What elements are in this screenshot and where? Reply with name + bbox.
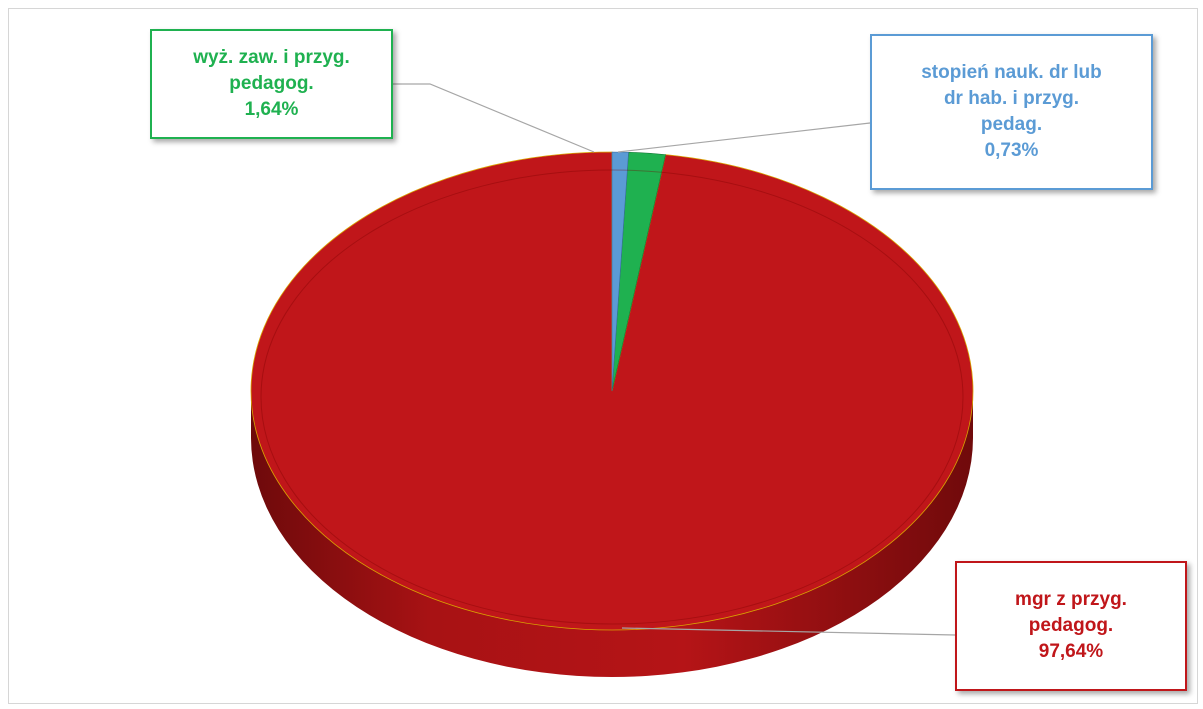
label-line: mgr z przyg. <box>1015 589 1127 610</box>
pie-depth-layer <box>251 391 973 677</box>
label-line: stopień nauk. dr lub <box>921 62 1102 83</box>
label-value: 1,64% <box>244 99 299 120</box>
label-value: 97,64% <box>1038 641 1104 662</box>
data-label-slice-1: mgr z przyg. pedagog. 97,64% <box>955 561 1187 691</box>
pie-top-highlight <box>260 169 964 625</box>
label-line: pedag. <box>980 114 1043 135</box>
label-line: pedagog. <box>1028 615 1114 636</box>
label-line: pedagog. <box>229 73 314 94</box>
leader-line-slice-2 <box>393 83 595 153</box>
label-line: dr hab. i przyg. <box>943 88 1080 109</box>
leader-line-slice-1 <box>621 627 956 636</box>
leader-lines <box>393 83 956 636</box>
label-value: 0,73% <box>984 140 1039 161</box>
pie-side-wall <box>251 391 973 677</box>
data-label-slice-3: stopień nauk. dr lub dr hab. i przyg. pe… <box>870 34 1153 190</box>
leader-line-slice-3 <box>617 122 871 153</box>
pie-top-layer <box>250 151 974 631</box>
label-line: wyż. zaw. i przyg. <box>193 47 350 68</box>
data-label-slice-2: wyż. zaw. i przyg. pedagog. 1,64% <box>150 29 393 139</box>
